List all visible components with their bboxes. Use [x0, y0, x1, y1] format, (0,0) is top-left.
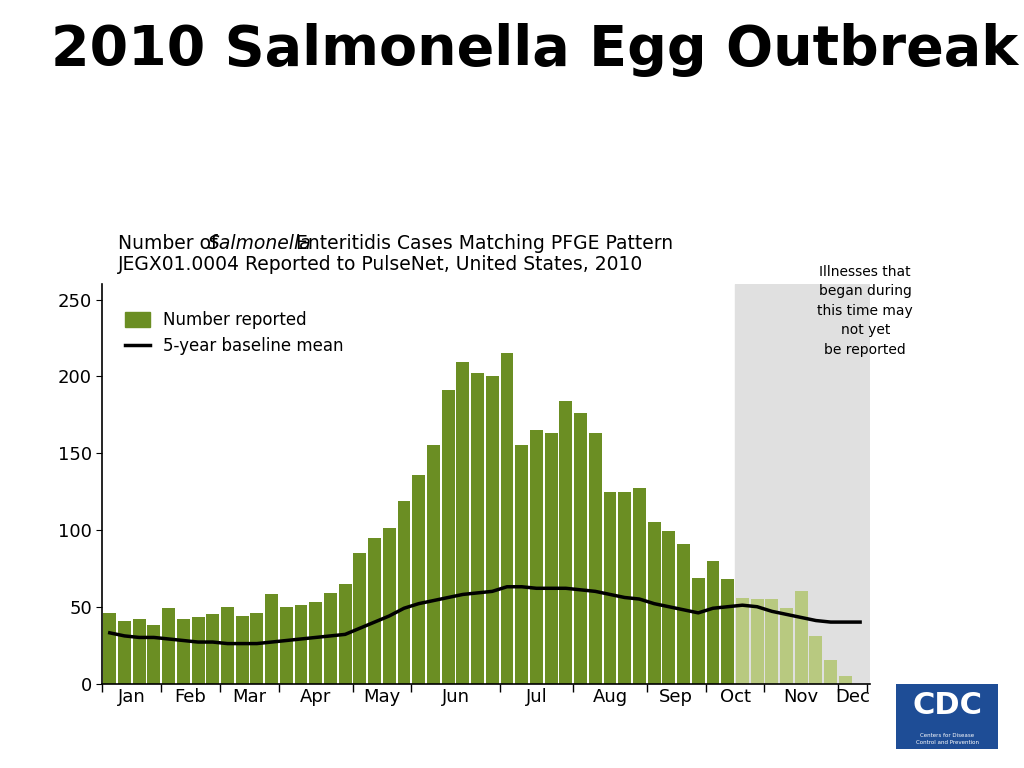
Bar: [206, 614, 219, 684]
Bar: [339, 584, 351, 684]
Bar: [457, 362, 469, 684]
Bar: [413, 475, 425, 684]
Text: Centers for Disease
Control and Prevention: Centers for Disease Control and Preventi…: [915, 733, 979, 745]
Bar: [103, 613, 117, 684]
Bar: [824, 660, 838, 684]
Bar: [618, 492, 631, 684]
Bar: [647, 522, 660, 684]
Bar: [559, 401, 572, 684]
Bar: [191, 617, 205, 684]
Bar: [810, 636, 822, 684]
Bar: [780, 608, 793, 684]
Bar: [751, 599, 764, 684]
Bar: [485, 376, 499, 684]
Bar: [603, 492, 616, 684]
Bar: [133, 619, 145, 684]
Bar: [692, 578, 705, 684]
Bar: [589, 433, 602, 684]
Text: CDC: CDC: [912, 690, 982, 720]
Bar: [795, 591, 808, 684]
Bar: [177, 619, 189, 684]
Bar: [295, 605, 307, 684]
Bar: [309, 602, 323, 684]
Bar: [265, 594, 279, 684]
Bar: [736, 598, 749, 684]
Bar: [574, 413, 587, 684]
Bar: [530, 430, 543, 684]
Bar: [427, 445, 440, 684]
Bar: [221, 607, 233, 684]
Bar: [383, 528, 395, 684]
Bar: [765, 599, 778, 684]
Bar: [707, 561, 720, 684]
Bar: [118, 621, 131, 684]
Bar: [471, 373, 484, 684]
Bar: [162, 608, 175, 684]
Bar: [236, 616, 249, 684]
Text: 2010 Salmonella Egg Outbreak: 2010 Salmonella Egg Outbreak: [51, 23, 1018, 77]
Bar: [441, 390, 455, 684]
Bar: [353, 553, 367, 684]
Bar: [663, 531, 675, 684]
Bar: [721, 579, 734, 684]
Bar: [147, 625, 161, 684]
Bar: [501, 353, 513, 684]
Text: Number of: Number of: [118, 234, 223, 253]
Bar: [280, 607, 293, 684]
Text: Illnesses that
began during
this time may
not yet
be reported: Illnesses that began during this time ma…: [817, 265, 913, 357]
Text: JEGX01.0004 Reported to PulseNet, United States, 2010: JEGX01.0004 Reported to PulseNet, United…: [118, 255, 643, 274]
Bar: [735, 284, 870, 684]
Bar: [251, 613, 263, 684]
Bar: [397, 501, 411, 684]
Text: Salmonella: Salmonella: [208, 234, 311, 253]
Bar: [677, 544, 690, 684]
Bar: [324, 593, 337, 684]
Bar: [633, 488, 646, 684]
FancyBboxPatch shape: [896, 684, 998, 749]
Text: Enteritidis Cases Matching PFGE Pattern: Enteritidis Cases Matching PFGE Pattern: [290, 234, 673, 253]
Bar: [545, 433, 558, 684]
Bar: [368, 538, 381, 684]
Bar: [839, 676, 852, 684]
Legend: Number reported, 5-year baseline mean: Number reported, 5-year baseline mean: [119, 304, 350, 362]
Bar: [515, 445, 528, 684]
